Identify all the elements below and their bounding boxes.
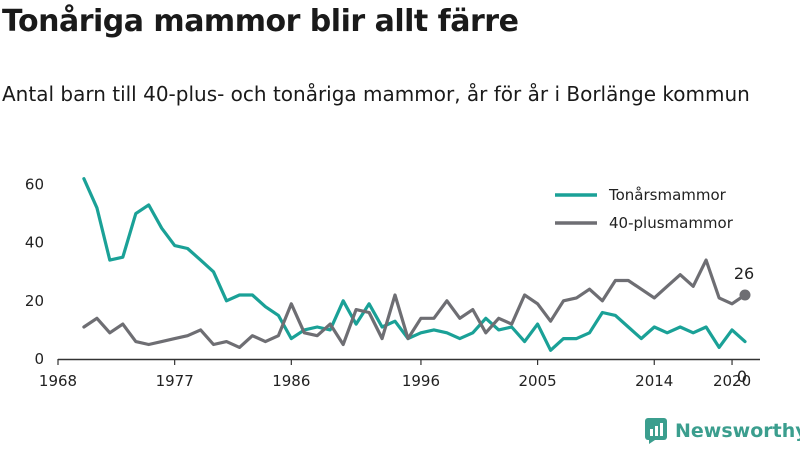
x-axis-ticks: 1968 1977 1986 1996 2005 2014 2020 bbox=[39, 359, 751, 390]
end-labels: 26 0 bbox=[734, 264, 754, 386]
y-axis-ticks: 0 20 40 60 bbox=[25, 176, 44, 368]
y-tick-label: 20 bbox=[25, 292, 44, 310]
end-label-tonars: 0 bbox=[737, 367, 747, 386]
brand-logo: Newsworthy bbox=[645, 418, 800, 444]
y-tick-label: 40 bbox=[25, 234, 44, 252]
y-tick-label: 60 bbox=[25, 176, 44, 194]
end-point-marker bbox=[739, 289, 751, 301]
series-line-40-plusmammor bbox=[82, 258, 747, 349]
x-tick-label: 1986 bbox=[272, 372, 310, 390]
x-tick-label: 1977 bbox=[156, 372, 194, 390]
brand-name: Newsworthy bbox=[675, 420, 800, 442]
x-tick-label: 2005 bbox=[519, 372, 557, 390]
legend-label: Tonårsmammor bbox=[608, 186, 727, 204]
x-tick-label: 2014 bbox=[635, 372, 673, 390]
series-line-tonarsmammor bbox=[82, 177, 747, 352]
chart-title: Tonåriga mammor blir allt färre bbox=[2, 4, 519, 39]
x-tick-label: 1996 bbox=[402, 372, 440, 390]
series-lines bbox=[82, 177, 747, 352]
legend-label: 40-plusmammor bbox=[609, 214, 734, 232]
end-label-40-plus: 26 bbox=[734, 264, 754, 283]
legend: Tonårsmammor 40-plusmammor bbox=[555, 186, 734, 232]
x-tick-label: 2020 bbox=[713, 372, 751, 390]
y-tick-label: 0 bbox=[34, 350, 44, 368]
newsworthy-icon bbox=[645, 418, 667, 444]
x-tick-label: 1968 bbox=[39, 372, 77, 390]
chart-subtitle: Antal barn till 40-plus- och tonåriga ma… bbox=[2, 82, 750, 106]
